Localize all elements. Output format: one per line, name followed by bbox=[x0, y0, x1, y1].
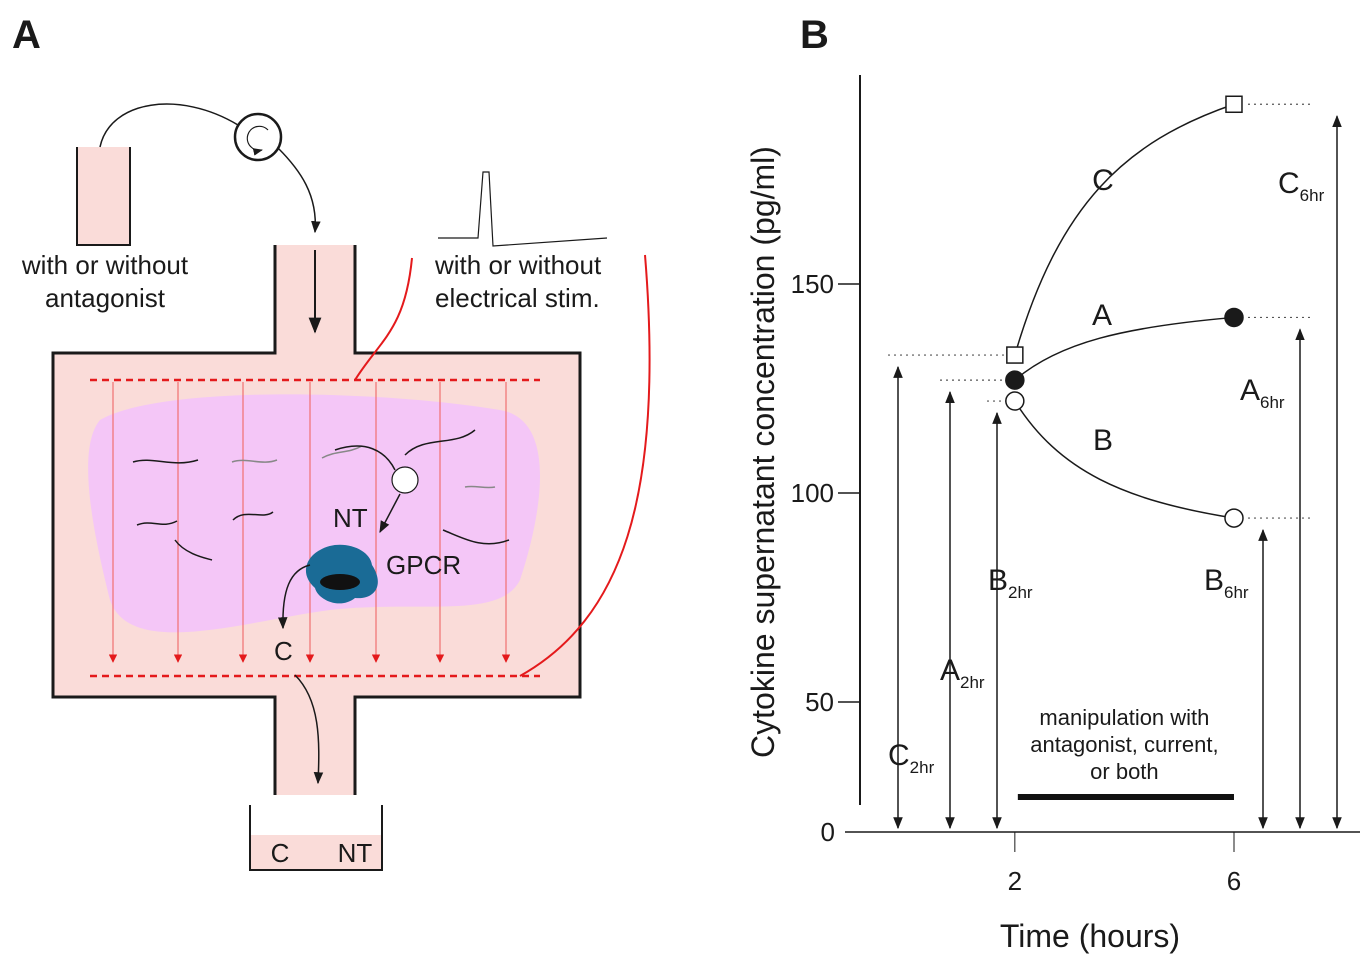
tubing bbox=[100, 104, 238, 147]
cytokine-label: C bbox=[274, 636, 293, 666]
series-line bbox=[1015, 401, 1234, 518]
point bbox=[1225, 509, 1243, 527]
point bbox=[1007, 347, 1023, 363]
measure-name: B bbox=[988, 564, 1008, 597]
x-axis-title: Time (hours) bbox=[1000, 918, 1180, 954]
series-line bbox=[1015, 317, 1234, 380]
measure-label: A6hr bbox=[1240, 374, 1285, 412]
tubing bbox=[278, 148, 315, 232]
vesicle bbox=[392, 467, 418, 493]
point bbox=[1226, 96, 1242, 112]
measure-subscript: 6hr bbox=[1300, 186, 1325, 205]
panel-label: A bbox=[12, 13, 41, 57]
measure-subscript: 2hr bbox=[960, 673, 985, 692]
y-tick-label: 150 bbox=[791, 269, 834, 299]
measure-subscript: 2hr bbox=[910, 758, 935, 777]
y-tick-label: 50 bbox=[805, 687, 834, 717]
panel-a: A with or without antagonist bbox=[12, 13, 650, 870]
y-axis-title: Cytokine supernatant concentration (pg/m… bbox=[745, 146, 781, 758]
figure: A with or without antagonist bbox=[0, 0, 1368, 956]
x-tick-label: 6 bbox=[1227, 866, 1241, 896]
point bbox=[1006, 392, 1024, 410]
measure-subscript: 2hr bbox=[1008, 583, 1033, 602]
stim-label: with or without bbox=[434, 250, 602, 280]
measure-subscript: 6hr bbox=[1224, 583, 1249, 602]
measure-label: A2hr bbox=[940, 654, 985, 692]
panel-b: B 0 50 100 150 2 6 Time (hours) Cytokine superna… bbox=[745, 13, 1360, 954]
measure-name: C bbox=[1278, 167, 1300, 200]
gpcr-label: GPCR bbox=[386, 550, 461, 580]
annotation: antagonist, current, bbox=[1030, 732, 1218, 757]
y-tick-label: 100 bbox=[791, 478, 834, 508]
point bbox=[1006, 371, 1024, 389]
y-tick-label: 0 bbox=[821, 817, 835, 847]
annotation: or both bbox=[1090, 759, 1159, 784]
panel-label: B bbox=[800, 13, 829, 57]
measure-label: C6hr bbox=[1278, 167, 1325, 205]
point bbox=[1225, 308, 1243, 326]
inlet-label: with or without bbox=[21, 250, 189, 280]
nt-label: NT bbox=[333, 503, 368, 533]
pump bbox=[235, 114, 281, 160]
tissue bbox=[88, 394, 540, 632]
x-tick-label: 2 bbox=[1008, 866, 1022, 896]
measure-label: B6hr bbox=[1204, 564, 1249, 602]
measure-label: B2hr bbox=[988, 564, 1033, 602]
stim-label: electrical stim. bbox=[435, 283, 600, 313]
series-name: B bbox=[1093, 424, 1113, 457]
measure-name: A bbox=[1240, 374, 1260, 407]
nucleus bbox=[320, 574, 360, 590]
reservoir bbox=[77, 147, 130, 245]
measure-subscript: 6hr bbox=[1260, 393, 1285, 412]
inlet-label: antagonist bbox=[45, 283, 166, 313]
measure-name: B bbox=[1204, 564, 1224, 597]
stim-waveform bbox=[438, 172, 607, 246]
measure-name: C bbox=[888, 739, 910, 772]
annotation: manipulation with bbox=[1039, 705, 1209, 730]
series-name: C bbox=[1092, 164, 1114, 197]
collection-label: C bbox=[271, 838, 290, 868]
series-line bbox=[1015, 104, 1234, 355]
series-name: A bbox=[1092, 299, 1112, 332]
collection-label: NT bbox=[338, 838, 373, 868]
measure-name: A bbox=[940, 654, 960, 687]
measure-label: C2hr bbox=[888, 739, 935, 777]
